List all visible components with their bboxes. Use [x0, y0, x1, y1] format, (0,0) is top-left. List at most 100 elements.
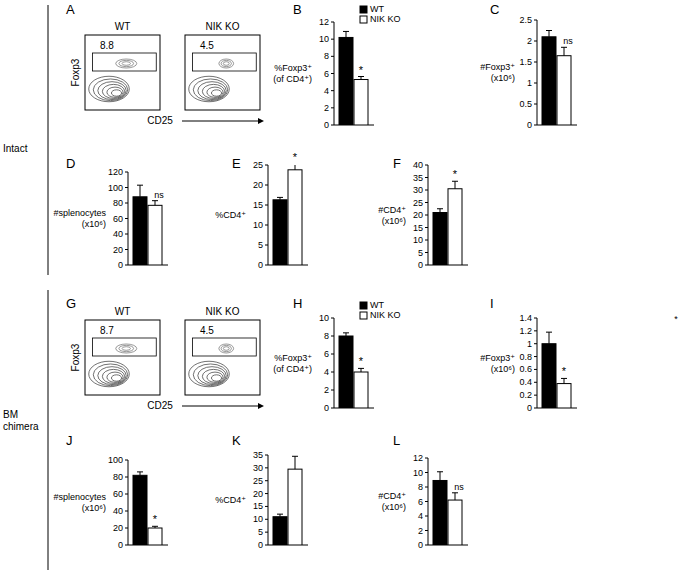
y-axis-label-line: #Foxp3⁺: [480, 62, 515, 72]
y-axis-label-line: %CD4⁺: [215, 210, 246, 220]
y-axis-label-line: #splenocytes: [53, 492, 106, 502]
y-tick-label: 0: [258, 540, 263, 550]
y-tick: [265, 245, 268, 246]
y-tick-label: 20: [113, 245, 123, 255]
bar: [148, 205, 162, 265]
flow-frame: [85, 320, 160, 395]
flow-axis-arrow: [182, 121, 258, 122]
y-axis-label-line: #CD4⁺: [378, 491, 406, 501]
y-tick: [425, 227, 428, 228]
marks: [339, 31, 368, 125]
flow-contour: [122, 347, 130, 351]
error-bar: [343, 333, 349, 336]
y-tick-label: 25: [253, 160, 263, 170]
significance: *: [293, 151, 298, 163]
gate-percent: 4.5: [200, 40, 214, 51]
y-tick: [125, 203, 128, 204]
flow-axis-arrow: [182, 406, 258, 407]
y-tick-label: 25: [413, 198, 423, 208]
y-tick-label: 0: [527, 120, 532, 130]
flow-contour: [122, 62, 130, 66]
gate-percent: 4.5: [200, 325, 214, 336]
y-tick-label: 8: [418, 482, 423, 492]
bar: [448, 500, 462, 545]
legend-label: WT: [370, 300, 384, 310]
error-bar: [152, 526, 158, 528]
error-bar: [277, 197, 283, 199]
y-tick-label: 1.2: [519, 326, 532, 336]
section-divider: [48, 5, 49, 275]
y-axis-label-line: (x10⁶): [382, 502, 406, 512]
y-tick: [125, 545, 128, 546]
flow-arrow-head: [258, 118, 264, 124]
y-tick-label: 15: [413, 223, 423, 233]
y-tick: [265, 532, 268, 533]
y-tick-label: 1: [527, 78, 532, 88]
y-tick-label: 0: [418, 540, 423, 550]
y-tick: [331, 73, 334, 74]
y-tick: [425, 265, 428, 266]
y-axis-label: #CD4⁺(x10⁶): [378, 491, 406, 512]
error-bar: [452, 493, 458, 500]
y-tick: [425, 190, 428, 191]
y-tick-label: 40: [113, 506, 123, 516]
y-tick-label: 12: [413, 453, 423, 463]
y-tick: [534, 125, 537, 126]
panel-letter: C: [490, 2, 499, 17]
error-bar: [137, 472, 143, 475]
flow-frame: [185, 320, 260, 395]
y-tick: [534, 62, 537, 63]
legend-label: WT: [370, 4, 384, 14]
flow-contour: [116, 59, 137, 68]
panel-letter: J: [66, 433, 73, 448]
error-bar: [292, 165, 298, 170]
marks: [433, 181, 462, 265]
significance: *: [359, 355, 364, 367]
flow-contour: [102, 369, 124, 383]
panel-letter: B: [293, 2, 302, 17]
flow-contour: [202, 84, 224, 98]
bar: [133, 475, 147, 545]
flow-gate: [93, 338, 157, 356]
y-tick-label: 20: [253, 180, 263, 190]
flow-frame: [85, 35, 160, 110]
y-tick: [125, 460, 128, 461]
y-tick: [265, 185, 268, 186]
y-tick: [534, 408, 537, 409]
y-tick-label: 35: [413, 173, 423, 183]
panel-letter: F: [393, 156, 401, 171]
y-tick-label: 0: [324, 120, 329, 130]
y-tick-label: 2: [324, 385, 329, 395]
y-tick: [331, 390, 334, 391]
gate-percent: 8.7: [100, 325, 114, 336]
error-bar: [292, 456, 298, 469]
legend-swatch: [360, 312, 367, 319]
y-axis: [268, 455, 269, 545]
y-tick: [331, 354, 334, 355]
panel-letter: A: [66, 2, 75, 17]
flow-contour: [202, 369, 224, 383]
y-tick-label: 0: [258, 260, 263, 270]
error-bar: [358, 368, 364, 372]
y-tick: [125, 187, 128, 188]
y-tick: [534, 395, 537, 396]
y-tick: [534, 382, 537, 383]
bar: [339, 37, 353, 125]
flow-title: WT: [115, 21, 131, 32]
y-tick-label: 0.5: [519, 99, 532, 109]
flow-frame: [185, 35, 260, 110]
y-axis: [537, 20, 538, 125]
y-tick: [125, 249, 128, 250]
flow-contour: [89, 361, 130, 387]
y-tick: [265, 205, 268, 206]
y-tick: [331, 372, 334, 373]
y-tick-label: 10: [253, 514, 263, 524]
y-tick-label: 5: [418, 248, 423, 258]
error-bar: [561, 378, 567, 383]
y-axis-label-line: %Foxp3⁺: [274, 63, 312, 73]
bar: [354, 372, 368, 408]
flow-ylabel: Foxp3: [70, 58, 81, 86]
y-tick: [331, 22, 334, 23]
y-tick-label: 0.8: [519, 352, 532, 362]
flow-contour: [221, 60, 231, 66]
